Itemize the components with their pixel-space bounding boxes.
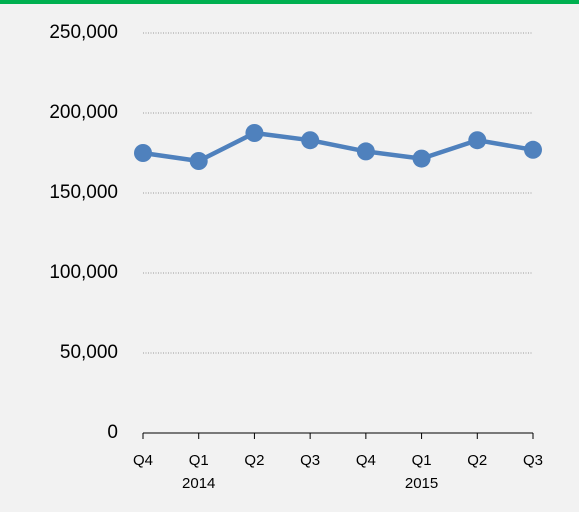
point xyxy=(412,149,431,168)
point xyxy=(301,131,320,150)
y-tick-label: 50,000 xyxy=(60,342,118,363)
y-tick-label: 100,000 xyxy=(49,262,118,283)
x-tick-label: Q1 xyxy=(412,452,432,469)
x-group-label: 2015 xyxy=(405,475,438,492)
x-tick-label: Q3 xyxy=(523,452,543,469)
y-tick-label: 250,000 xyxy=(49,22,118,43)
point xyxy=(524,140,542,159)
point xyxy=(356,142,375,161)
x-group-label: 2014 xyxy=(182,475,215,492)
point xyxy=(189,152,208,170)
x-tick-label: Q3 xyxy=(300,452,320,469)
x-tick-label: Q1 xyxy=(189,452,209,469)
x-tick-label: Q2 xyxy=(244,452,264,469)
x-tick-label: Q4 xyxy=(356,452,376,469)
point xyxy=(468,131,487,150)
y-tick-label: 0 xyxy=(107,422,118,443)
top-bar xyxy=(0,0,579,4)
line xyxy=(142,130,534,164)
x-tick-label: Q4 xyxy=(133,452,153,469)
point xyxy=(134,144,152,162)
point xyxy=(245,124,264,142)
x-tick-label: Q2 xyxy=(467,452,487,469)
y-tick-label: 150,000 xyxy=(49,182,118,203)
y-tick-label: 200,000 xyxy=(49,102,118,123)
